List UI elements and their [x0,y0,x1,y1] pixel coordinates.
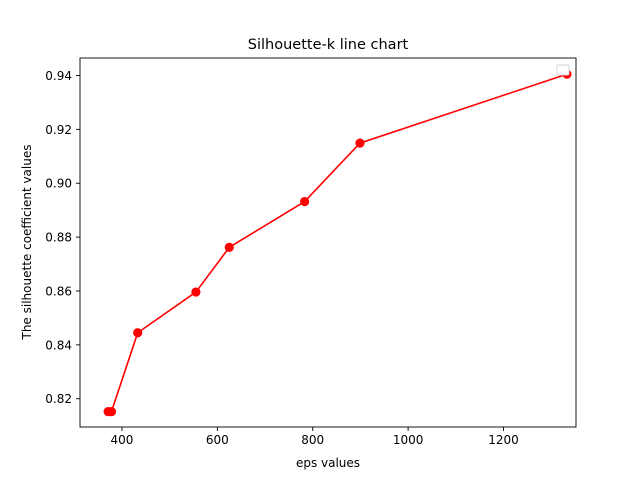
y-tick-label: 0.88 [45,231,72,245]
x-axis-label: eps values [296,456,360,470]
x-tick-label: 1200 [488,433,519,447]
data-point [106,407,117,417]
y-tick-label: 0.86 [45,284,72,298]
data-point [133,328,143,338]
y-tick-label: 0.92 [45,123,72,137]
plot-area: 400 600 800 1000 1200 0.82 0.84 0.86 0.88 0.90 0.9… [45,57,577,447]
x-tick-label: 800 [301,433,324,447]
data-point [300,196,310,207]
data-point [355,138,365,148]
x-tick-label: 400 [111,433,134,447]
y-tick-label: 0.90 [45,177,72,191]
data-point [191,287,201,297]
y-tick-label: 0.84 [45,338,72,352]
data-point [224,242,234,252]
series-line [108,73,568,413]
x-tick-label: 1000 [393,433,424,447]
y-tick-label: 0.82 [45,392,72,406]
chart-title: Silhouette-k line chart [248,37,409,53]
legend-box [556,64,570,76]
y-tick-label: 0.94 [45,69,72,83]
axes-frame [79,57,577,428]
x-tick-label: 600 [206,433,229,447]
y-axis-label: The silhouette coefficient values [20,145,34,341]
